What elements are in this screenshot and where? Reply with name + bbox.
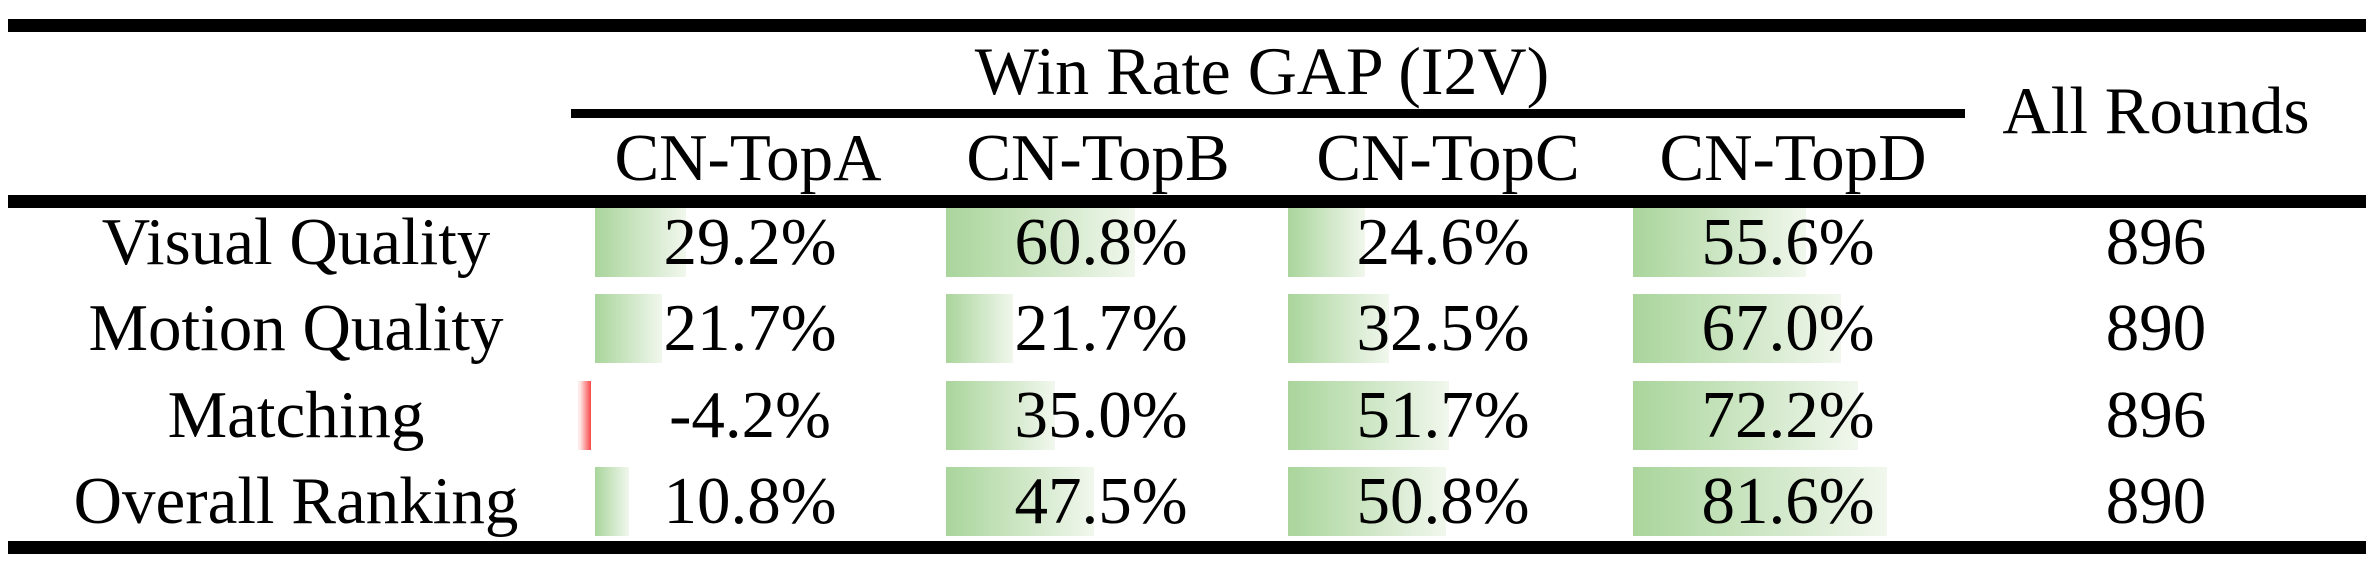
data-bar [595, 294, 663, 363]
group-header-title: Win Rate GAP (I2V) [974, 33, 1550, 109]
data-cell: 10.8% [595, 467, 917, 536]
cell-value: -4.2% [669, 378, 831, 452]
data-cell: 67.0% [1633, 294, 1955, 363]
cell-value: 60.8% [1014, 205, 1188, 279]
data-bar [946, 381, 1055, 450]
group-header-underline [571, 109, 1965, 118]
cell-value: 50.8% [1356, 464, 1530, 538]
cell-value: 51.7% [1356, 378, 1530, 452]
all-rounds-value: 890 [2105, 291, 2207, 365]
data-bar [1633, 467, 1887, 536]
data-bar [1288, 381, 1449, 450]
data-bar [1633, 294, 1842, 363]
data-cell: 24.6% [1288, 208, 1610, 277]
data-cell: 29.2% [595, 208, 917, 277]
data-cell: 35.0% [946, 381, 1268, 450]
all-rounds-value: 890 [2105, 464, 2207, 538]
header-separator-rule [8, 195, 2366, 208]
data-bar [1633, 208, 1806, 277]
all-rounds-value: 896 [2105, 378, 2207, 452]
data-bar [578, 381, 592, 450]
data-cell: 51.7% [1288, 381, 1610, 450]
cell-value: 29.2% [663, 205, 837, 279]
table-row-matching: Matching -4.2% 35.0% 51.7% 72.2% 896 [0, 381, 2374, 450]
column-header-cn-topd: CN-TopD [1659, 120, 1927, 195]
cell-value: 10.8% [663, 464, 837, 538]
data-cell: -4.2% [578, 378, 917, 452]
data-bar [1288, 208, 1365, 277]
data-bar [946, 294, 1014, 363]
table-top-rule [8, 19, 2366, 32]
all-rounds-column-header: All Rounds [2002, 73, 2310, 148]
cell-value: 21.7% [663, 291, 837, 365]
data-bar [1633, 381, 1858, 450]
data-bar [1288, 294, 1390, 363]
table-row-motion-quality: Motion Quality 21.7% 21.7% 32.5% 67.0% 8… [0, 294, 2374, 363]
row-label: Visual Quality [101, 205, 491, 279]
data-cell: 21.7% [946, 294, 1268, 363]
data-cell: 50.8% [1288, 467, 1610, 536]
data-bar [1288, 467, 1446, 536]
data-cell: 32.5% [1288, 294, 1610, 363]
cell-value: 81.6% [1701, 464, 1875, 538]
row-label: Overall Ranking [73, 464, 519, 538]
data-cell: 81.6% [1633, 467, 1955, 536]
cell-value: 32.5% [1356, 291, 1530, 365]
cell-value: 72.2% [1701, 378, 1875, 452]
row-label: Motion Quality [88, 291, 504, 365]
cell-value: 55.6% [1701, 205, 1875, 279]
data-cell: 60.8% [946, 208, 1268, 277]
column-header-cn-topc: CN-TopC [1316, 120, 1580, 195]
column-header-cn-topa: CN-TopA [614, 120, 882, 195]
data-cell: 47.5% [946, 467, 1268, 536]
table-row-visual-quality: Visual Quality 29.2% 60.8% 24.6% 55.6% 8… [0, 208, 2374, 277]
data-bar [946, 467, 1094, 536]
table-row-overall-ranking: Overall Ranking 10.8% 47.5% 50.8% 81.6% … [0, 467, 2374, 536]
data-bar [595, 208, 686, 277]
cell-value: 21.7% [1014, 291, 1188, 365]
table-bottom-rule [8, 541, 2366, 554]
data-bar [595, 467, 629, 536]
row-label: Matching [167, 378, 425, 452]
column-header-cn-topb: CN-TopB [966, 120, 1230, 195]
data-cell: 55.6% [1633, 208, 1955, 277]
cell-value: 35.0% [1014, 378, 1188, 452]
data-bar [946, 208, 1136, 277]
all-rounds-value: 896 [2105, 205, 2207, 279]
data-cell: 72.2% [1633, 381, 1955, 450]
cell-value: 47.5% [1014, 464, 1188, 538]
data-cell: 21.7% [595, 294, 917, 363]
cell-value: 24.6% [1356, 205, 1530, 279]
cell-value: 67.0% [1701, 291, 1875, 365]
